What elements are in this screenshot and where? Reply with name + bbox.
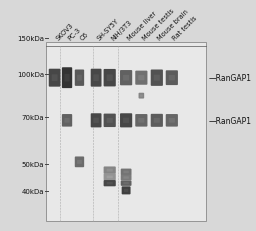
Text: Mouse brain: Mouse brain xyxy=(157,9,190,42)
FancyBboxPatch shape xyxy=(123,182,129,184)
FancyBboxPatch shape xyxy=(77,160,82,164)
FancyBboxPatch shape xyxy=(124,189,128,192)
FancyBboxPatch shape xyxy=(121,181,132,186)
FancyBboxPatch shape xyxy=(140,95,143,97)
FancyBboxPatch shape xyxy=(104,174,116,180)
Bar xyxy=(46,43,206,221)
FancyBboxPatch shape xyxy=(93,75,99,82)
FancyBboxPatch shape xyxy=(91,69,101,87)
Text: SKOV3: SKOV3 xyxy=(55,22,74,42)
FancyBboxPatch shape xyxy=(65,75,70,82)
FancyBboxPatch shape xyxy=(135,115,147,127)
FancyBboxPatch shape xyxy=(166,115,178,127)
FancyBboxPatch shape xyxy=(154,75,160,81)
FancyBboxPatch shape xyxy=(123,171,129,173)
Text: PC-3: PC-3 xyxy=(67,27,82,42)
Text: 100kDa: 100kDa xyxy=(17,72,44,78)
FancyBboxPatch shape xyxy=(121,169,132,176)
FancyBboxPatch shape xyxy=(62,68,72,89)
FancyBboxPatch shape xyxy=(49,69,60,87)
FancyBboxPatch shape xyxy=(121,175,132,181)
FancyBboxPatch shape xyxy=(77,75,82,81)
FancyBboxPatch shape xyxy=(154,119,160,123)
FancyBboxPatch shape xyxy=(104,70,116,87)
Text: 150kDa: 150kDa xyxy=(17,36,44,42)
FancyBboxPatch shape xyxy=(169,119,175,123)
FancyBboxPatch shape xyxy=(104,167,116,174)
FancyBboxPatch shape xyxy=(138,119,144,123)
FancyBboxPatch shape xyxy=(107,75,113,82)
FancyBboxPatch shape xyxy=(65,119,70,123)
Text: Mouse testis: Mouse testis xyxy=(141,8,175,42)
FancyBboxPatch shape xyxy=(138,93,144,99)
FancyBboxPatch shape xyxy=(93,118,99,123)
FancyBboxPatch shape xyxy=(169,76,175,81)
FancyBboxPatch shape xyxy=(62,115,72,127)
Text: 70kDa: 70kDa xyxy=(22,115,44,120)
FancyBboxPatch shape xyxy=(123,177,129,179)
FancyBboxPatch shape xyxy=(122,186,131,195)
Text: Rat testis: Rat testis xyxy=(172,15,198,42)
Text: —RanGAP1: —RanGAP1 xyxy=(208,116,251,125)
Text: 50kDa: 50kDa xyxy=(22,161,44,167)
FancyBboxPatch shape xyxy=(120,114,132,128)
FancyBboxPatch shape xyxy=(104,180,116,186)
FancyBboxPatch shape xyxy=(166,71,178,86)
FancyBboxPatch shape xyxy=(107,182,113,185)
Text: SH-SY5Y: SH-SY5Y xyxy=(96,18,120,42)
FancyBboxPatch shape xyxy=(104,114,116,128)
FancyBboxPatch shape xyxy=(123,76,129,81)
Text: 40kDa: 40kDa xyxy=(22,188,44,194)
FancyBboxPatch shape xyxy=(138,76,144,81)
Text: —RanGAP1: —RanGAP1 xyxy=(208,74,251,83)
FancyBboxPatch shape xyxy=(91,114,101,128)
FancyBboxPatch shape xyxy=(135,71,147,85)
FancyBboxPatch shape xyxy=(120,71,132,86)
FancyBboxPatch shape xyxy=(107,176,113,178)
FancyBboxPatch shape xyxy=(151,114,163,127)
FancyBboxPatch shape xyxy=(151,70,163,86)
Text: Mouse liver: Mouse liver xyxy=(126,10,157,42)
FancyBboxPatch shape xyxy=(52,75,58,82)
FancyBboxPatch shape xyxy=(123,118,129,123)
FancyBboxPatch shape xyxy=(75,157,84,167)
FancyBboxPatch shape xyxy=(75,70,84,86)
FancyBboxPatch shape xyxy=(107,118,113,123)
Text: C6: C6 xyxy=(79,31,90,42)
Text: NIH/3T3: NIH/3T3 xyxy=(110,19,133,42)
FancyBboxPatch shape xyxy=(107,169,113,172)
